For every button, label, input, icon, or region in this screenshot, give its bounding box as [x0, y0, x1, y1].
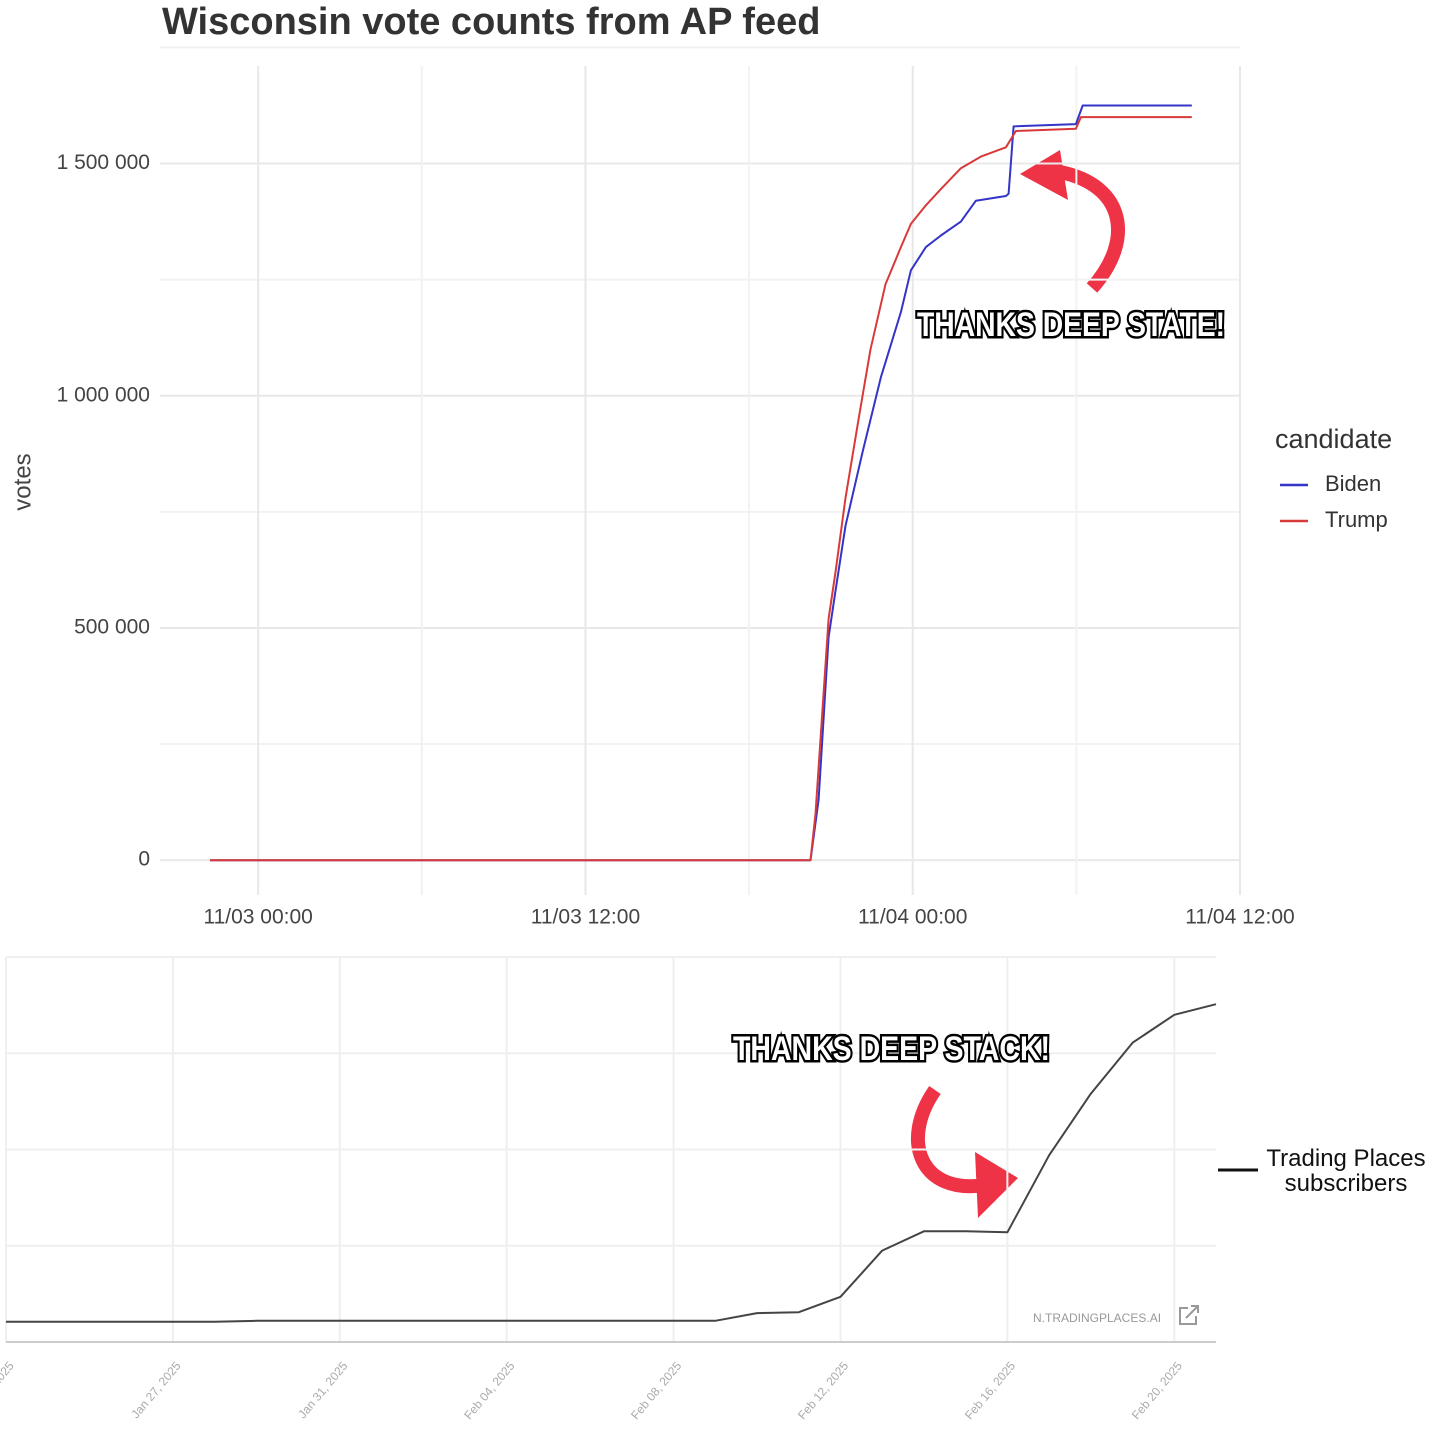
- x-tick-label: 11/03 12:00: [531, 906, 640, 929]
- x-tick-label: Jan 31, 2025: [295, 1359, 351, 1421]
- annotation: THANKS DEEP STACK!: [733, 1030, 1050, 1068]
- x-tick-label: 11/04 12:00: [1185, 906, 1294, 929]
- series-line: [210, 104, 1192, 862]
- arrow: [1058, 165, 1125, 293]
- plot: 0 500 000 1 000 000 1 500 000 11/03 00:00 11/…: [57, 46, 1295, 929]
- legend-label: Biden: [1325, 471, 1381, 496]
- x-tick-label: 11/04 00:00: [858, 906, 967, 929]
- y-axis-label: votes: [9, 453, 36, 510]
- y-tick-label: 0: [138, 848, 150, 871]
- legend-label: Trump: [1325, 507, 1388, 532]
- chart-title: Wisconsin vote counts from AP feed: [162, 1, 820, 43]
- y-tick-label: 500 000: [74, 616, 150, 639]
- x-tick-label: Jan 27, 2025: [128, 1359, 184, 1421]
- external-link-icon: [1179, 1305, 1199, 1325]
- x-tick-label: Feb 20, 2025: [1129, 1359, 1185, 1422]
- plot: Jan 23, 2025 Jan 27, 2025 Jan 31, 2025 Feb …: [0, 956, 1217, 1422]
- x-tick-label: 11/03 00:00: [203, 906, 312, 929]
- x-tick-label: Feb 16, 2025: [962, 1359, 1018, 1422]
- arrow: [911, 1085, 987, 1194]
- x-tick-label: Feb 12, 2025: [795, 1359, 851, 1422]
- x-tick-label: Feb 04, 2025: [461, 1359, 517, 1422]
- series-line: [210, 116, 1192, 862]
- legend-label: Trading Places subscribers: [1266, 1145, 1426, 1197]
- arrow-head: [975, 1152, 1018, 1218]
- y-tick-label: 1 000 000: [57, 383, 150, 406]
- annotation: THANKS DEEP STATE!: [917, 306, 1225, 344]
- legend-title: candidate: [1275, 424, 1392, 454]
- watermark: N.TRADINGPLACES.AI: [1033, 1311, 1161, 1325]
- arrow-head: [1020, 150, 1068, 200]
- x-tick-label: Jan 23, 2025: [0, 1359, 17, 1421]
- series-line: [6, 1003, 1217, 1323]
- y-tick-label: 1 500 000: [57, 151, 150, 174]
- x-tick-label: Feb 08, 2025: [628, 1359, 684, 1422]
